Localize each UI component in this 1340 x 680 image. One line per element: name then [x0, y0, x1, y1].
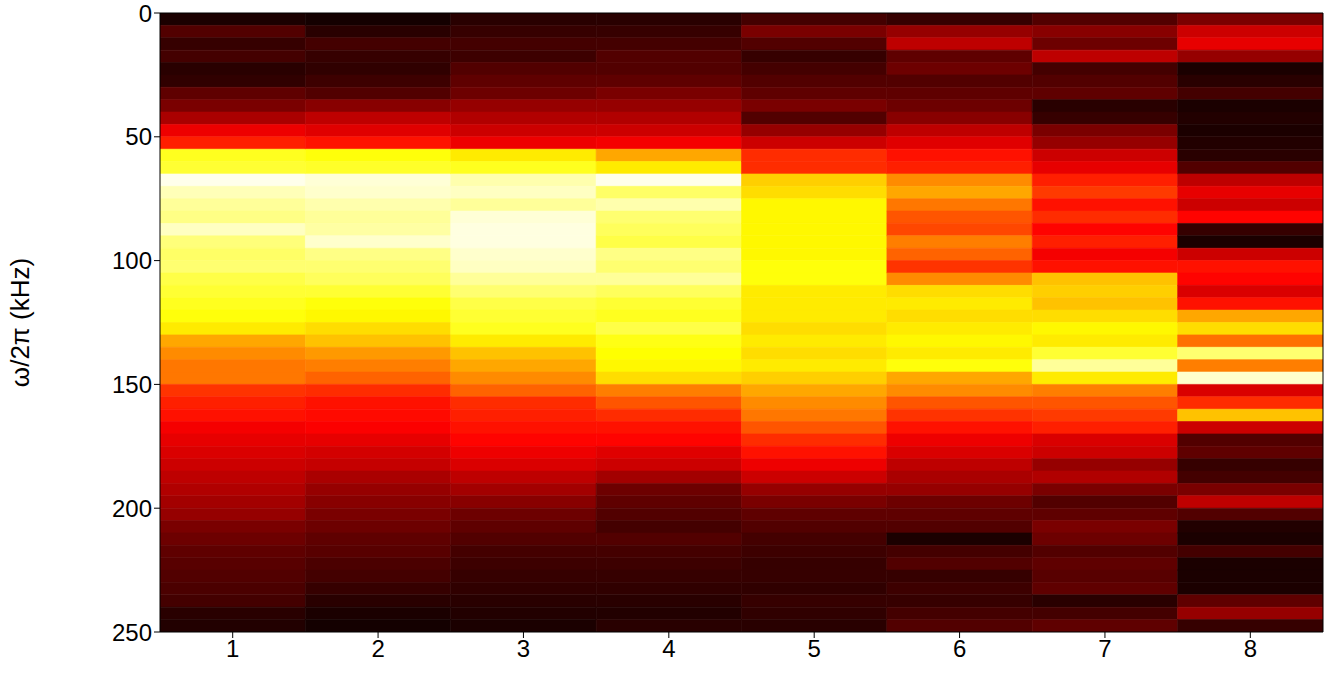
- svg-text:5: 5: [808, 635, 821, 662]
- svg-text:1: 1: [226, 635, 239, 662]
- svg-text:250: 250: [112, 619, 152, 646]
- svg-text:0: 0: [139, 0, 152, 27]
- svg-text:200: 200: [112, 495, 152, 522]
- svg-text:2: 2: [371, 635, 384, 662]
- svg-text:4: 4: [662, 635, 675, 662]
- svg-text:7: 7: [1098, 635, 1111, 662]
- svg-text:100: 100: [112, 247, 152, 274]
- svg-text:6: 6: [953, 635, 966, 662]
- svg-text:8: 8: [1244, 635, 1257, 662]
- svg-text:50: 50: [125, 123, 152, 150]
- svg-text:3: 3: [517, 635, 530, 662]
- svg-text:ω/2π (kHz): ω/2π (kHz): [5, 258, 35, 387]
- svg-text:150: 150: [112, 371, 152, 398]
